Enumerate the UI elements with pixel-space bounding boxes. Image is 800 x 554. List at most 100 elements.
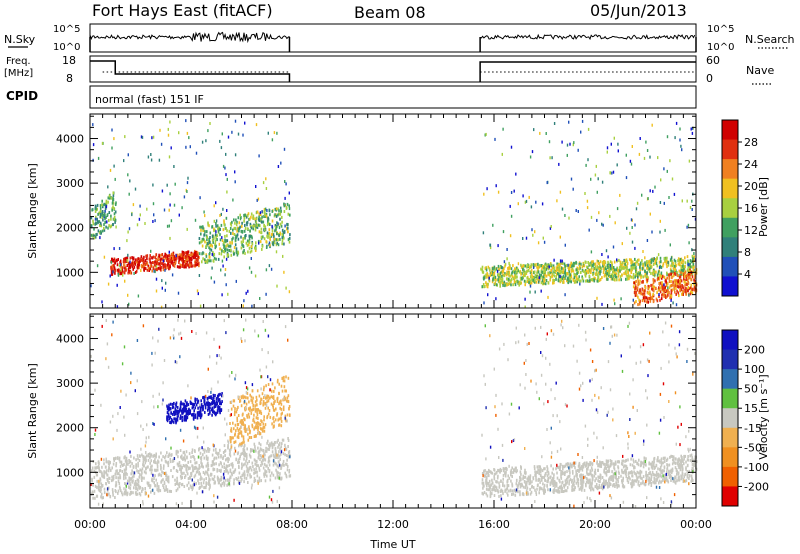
echo-4	[659, 281, 662, 285]
echo-0	[114, 457, 116, 461]
echo-noise	[572, 143, 574, 147]
echo-0	[217, 455, 220, 459]
echo-4	[661, 292, 664, 296]
echo-1	[568, 474, 571, 478]
echo-noise	[541, 202, 544, 206]
echo-1	[581, 468, 584, 472]
echo-3	[541, 266, 543, 270]
echo-0	[220, 454, 222, 457]
echo-1	[689, 454, 691, 458]
echo-0	[157, 460, 160, 464]
echo-noise	[169, 120, 171, 124]
echo-0	[278, 450, 280, 454]
echo-1	[542, 488, 545, 492]
echo-3	[501, 266, 504, 270]
echo-1	[653, 458, 655, 462]
echo-0	[107, 479, 109, 483]
echo-1	[638, 475, 640, 479]
echo-3	[527, 280, 529, 283]
echo-3	[498, 279, 501, 283]
echo-1	[216, 224, 219, 228]
echo-noise	[688, 159, 691, 163]
echo-noise	[209, 122, 211, 125]
echo-noise	[164, 268, 166, 272]
echo-3	[595, 270, 598, 274]
echo-0	[223, 483, 226, 487]
echo-3	[592, 273, 594, 277]
echo-0	[167, 461, 170, 465]
echo-1	[539, 486, 542, 490]
echo-noise	[609, 171, 612, 175]
echo-3	[610, 266, 612, 270]
echo-1	[581, 465, 583, 469]
echo-0	[142, 457, 145, 461]
echo-0	[109, 495, 112, 499]
echo-2	[102, 213, 105, 217]
echo-0	[271, 450, 274, 454]
echo-3	[638, 272, 641, 276]
echo-1	[246, 223, 248, 227]
cpid-text: normal (fast) 151 IF	[95, 93, 204, 106]
echo-1	[276, 232, 278, 236]
echo-0	[178, 485, 181, 489]
echo-1	[263, 228, 265, 232]
echo-3	[627, 274, 630, 278]
echo-4	[660, 274, 662, 278]
echo-4	[673, 271, 676, 275]
echo-0	[184, 260, 187, 264]
echo-1	[663, 457, 665, 461]
echo-1	[594, 472, 597, 476]
echo-2	[96, 217, 98, 221]
echo-0	[117, 472, 119, 476]
echo-3	[570, 275, 573, 279]
echo-0	[107, 468, 110, 471]
echo-1	[511, 475, 513, 478]
echo-0	[284, 453, 286, 457]
echo-noise	[249, 217, 251, 221]
echo-0	[131, 475, 134, 479]
echo-0	[147, 483, 150, 487]
echo-3	[526, 265, 528, 269]
echo-0	[138, 492, 141, 495]
echo-0	[125, 462, 128, 466]
echo-1	[580, 467, 582, 471]
echo-0	[236, 477, 238, 481]
echo-noise	[693, 252, 695, 255]
echo-4	[670, 283, 673, 287]
echo-2	[93, 236, 96, 240]
echo-3	[597, 261, 599, 265]
echo-1	[567, 475, 570, 479]
echo-3	[609, 260, 612, 264]
echo-0	[226, 483, 228, 487]
echo-0	[146, 262, 149, 265]
echo-1	[269, 245, 271, 249]
echo-2	[96, 203, 99, 207]
echo-0	[244, 473, 246, 477]
echo-3	[575, 275, 578, 279]
echo-4	[645, 278, 648, 281]
echo-0	[162, 484, 164, 487]
echo-1	[217, 229, 220, 233]
echo-1	[262, 220, 265, 224]
echo-noise	[506, 257, 508, 261]
echo-3	[644, 263, 647, 267]
echo-4	[685, 290, 687, 294]
echo-3	[501, 277, 504, 281]
echo-4	[665, 278, 667, 282]
echo-noise	[495, 184, 497, 188]
echo-0	[222, 451, 225, 454]
echo-2	[99, 221, 102, 225]
echo-3	[541, 270, 543, 274]
echo-3	[594, 267, 597, 271]
echo-4	[669, 272, 672, 276]
echo-0	[140, 474, 143, 478]
echo-0	[213, 478, 215, 481]
echo-0	[108, 460, 110, 464]
echo-4	[675, 284, 678, 288]
echo-0	[205, 470, 207, 474]
echo-0	[206, 471, 209, 475]
echo-1	[526, 477, 529, 481]
echo-1	[207, 221, 209, 225]
echo-0	[195, 258, 198, 261]
echo-3	[618, 269, 620, 273]
